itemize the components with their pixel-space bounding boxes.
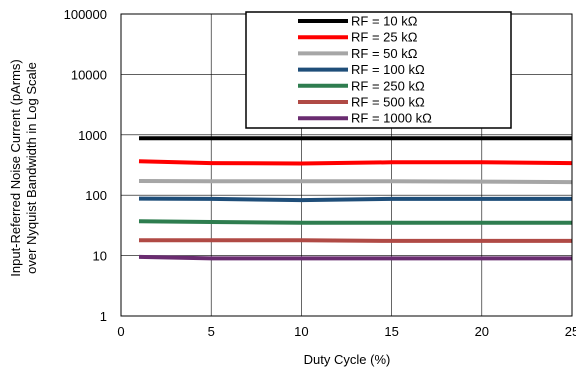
x-axis-title: Duty Cycle (%) <box>304 352 391 367</box>
x-tick-label: 0 <box>117 324 124 339</box>
y-tick-label: 10000 <box>71 67 107 82</box>
y-tick-label: 100000 <box>64 7 107 22</box>
legend-label: RF = 10 kΩ <box>351 14 418 29</box>
series-line-7 <box>138 254 572 261</box>
legend-label: RF = 50 kΩ <box>351 46 418 61</box>
x-tick-label: 10 <box>294 324 308 339</box>
legend-label: RF = 25 kΩ <box>351 30 418 45</box>
legend-label: RF = 250 kΩ <box>351 78 425 93</box>
axis-ticks: 0 5 10 15 20 25 1 10 100 1000 10000 100000 <box>64 7 576 339</box>
y-axis-title-line-2: over Nyquist Bandwidth in Log Scale <box>24 62 39 274</box>
y-tick-label: 1 <box>100 309 107 324</box>
legend-label: RF = 100 kΩ <box>351 62 425 77</box>
series-lines <box>138 136 573 261</box>
series-line-3 <box>138 179 573 185</box>
legend-box <box>245 11 512 129</box>
x-tick-label: 15 <box>384 324 398 339</box>
y-tick-label: 10 <box>93 249 107 264</box>
series-line-5 <box>138 219 572 225</box>
legend-label: RF = 1000 kΩ <box>351 111 432 126</box>
series-line-6 <box>139 238 572 243</box>
legend-label: RF = 500 kΩ <box>351 95 425 110</box>
x-tick-label: 20 <box>475 324 489 339</box>
x-tick-label: 5 <box>208 324 215 339</box>
y-axis-title-line-1: Input-Referred Noise Current (pArms) <box>8 59 23 276</box>
y-tick-label: 1000 <box>78 128 107 143</box>
y-tick-label: 100 <box>85 188 107 203</box>
series-line-2 <box>138 159 573 166</box>
x-tick-label: 25 <box>565 324 576 339</box>
y-axis-title: Input-Referred Noise Current (pArms) ove… <box>8 59 39 276</box>
series-line-4 <box>138 196 572 203</box>
